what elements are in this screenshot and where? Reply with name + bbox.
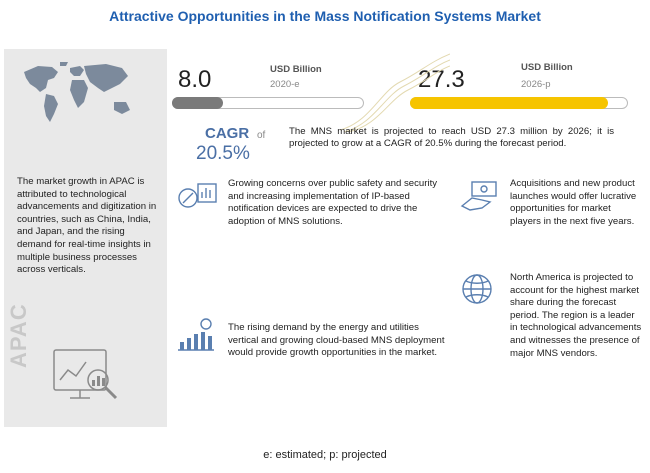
value-label-2020: 8.0 — [178, 66, 212, 93]
money-growth-chart-icon — [178, 318, 214, 351]
region-label: APAC — [6, 303, 31, 368]
north-america-point: North America is projected to account fo… — [510, 272, 642, 359]
bar-2026 — [410, 97, 608, 109]
bar-2020 — [172, 97, 223, 109]
cagr-value: 20.5% — [196, 143, 250, 164]
cagr-label: CAGR — [205, 125, 250, 142]
analytics-magnifier-icon — [53, 349, 118, 400]
energy-utilities-point: The rising demand by the energy and util… — [228, 322, 445, 359]
page-title: Attractive Opportunities in the Mass Not… — [109, 8, 541, 24]
year-label-2020: 2020-e — [270, 79, 300, 90]
market-summary-text: The MNS market is projected to reach USD… — [289, 126, 614, 150]
handshake-money-icon — [460, 181, 497, 211]
unit-label-2020: USD Billion — [270, 64, 322, 75]
year-label-2026: 2026-p — [521, 79, 551, 90]
unit-label-2026: USD Billion — [521, 62, 573, 73]
apac-description: The market growth in APAC is attributed … — [17, 176, 157, 276]
world-map-icon — [24, 62, 130, 122]
footnote: e: estimated; p: projected — [263, 449, 387, 461]
growth-wave-decoration — [340, 53, 450, 132]
main-panel — [167, 49, 646, 427]
security-analytics-icon — [178, 183, 217, 208]
acquisitions-point: Acquisitions and new product launches wo… — [510, 178, 637, 227]
globe-icon — [462, 274, 492, 304]
left-panel — [4, 49, 167, 427]
cagr-of-label: of — [257, 130, 266, 141]
public-safety-point: Growing concerns over public safety and … — [228, 178, 438, 227]
